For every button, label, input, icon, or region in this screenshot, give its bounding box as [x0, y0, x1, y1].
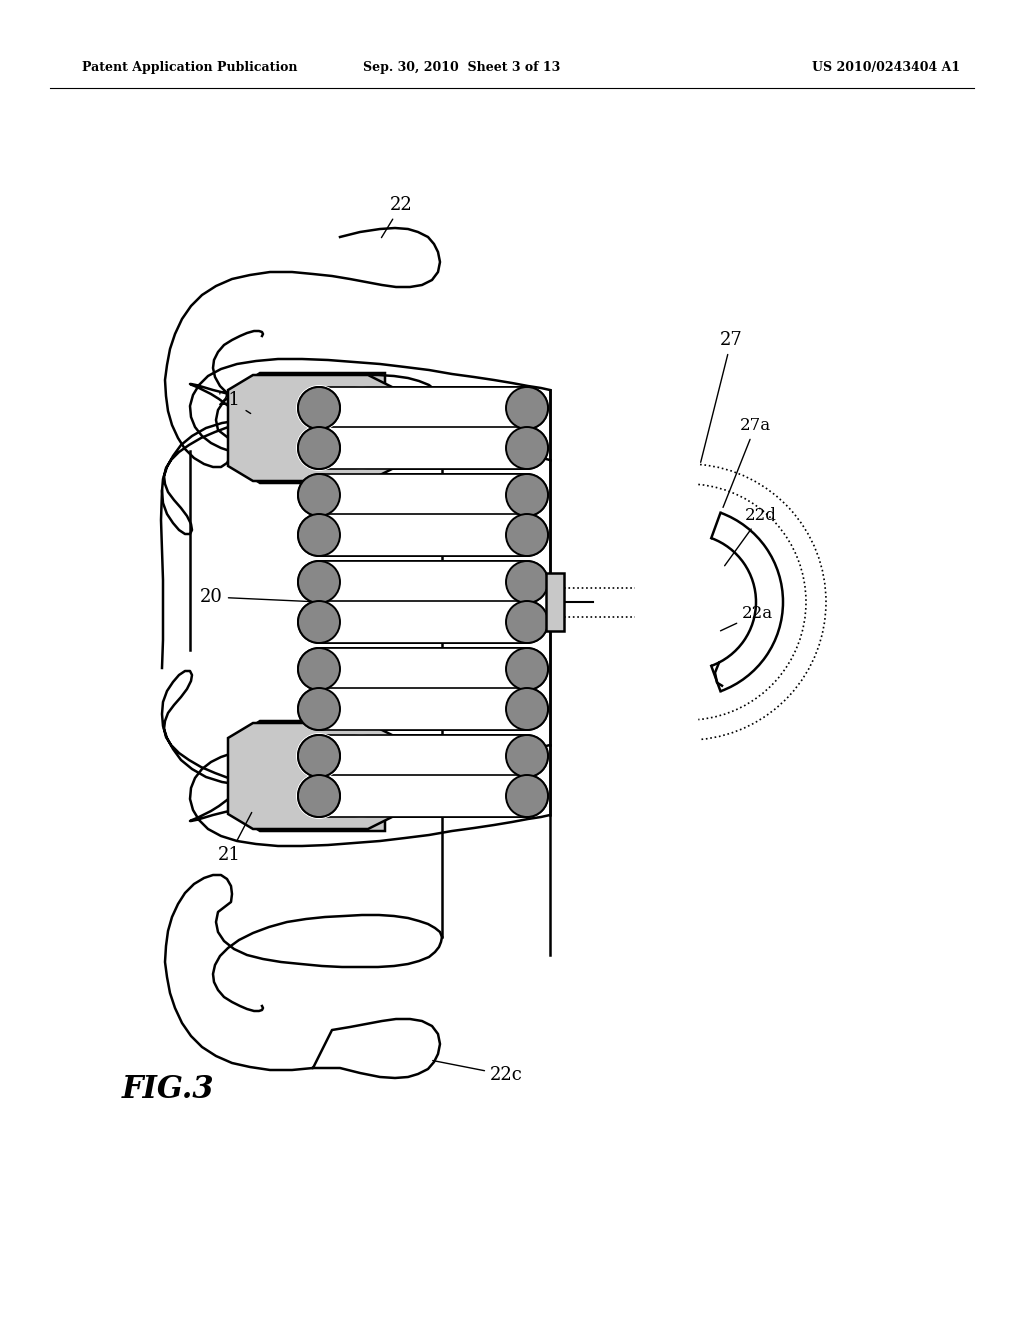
Bar	[319, 513, 527, 556]
Circle shape	[298, 474, 340, 516]
Text: 21: 21	[218, 391, 251, 413]
Text: 27: 27	[700, 331, 742, 462]
Circle shape	[298, 426, 340, 469]
Circle shape	[298, 387, 340, 429]
Circle shape	[339, 385, 383, 430]
Bar	[319, 561, 527, 603]
Circle shape	[298, 387, 340, 429]
Circle shape	[298, 735, 340, 777]
Circle shape	[506, 426, 548, 469]
Circle shape	[506, 648, 548, 690]
Bar	[319, 474, 527, 516]
Text: 20: 20	[200, 587, 317, 606]
Circle shape	[298, 735, 340, 777]
Circle shape	[297, 734, 341, 777]
Circle shape	[298, 775, 340, 817]
Circle shape	[298, 426, 340, 469]
Circle shape	[296, 425, 342, 471]
Circle shape	[298, 648, 340, 690]
Bar	[319, 601, 527, 643]
Bar	[319, 426, 527, 469]
Circle shape	[298, 601, 340, 643]
Bar	[319, 648, 527, 690]
Circle shape	[296, 774, 342, 818]
Circle shape	[506, 688, 548, 730]
Bar	[319, 387, 527, 429]
Text: Patent Application Publication: Patent Application Publication	[82, 62, 298, 74]
Circle shape	[506, 561, 548, 603]
Bar	[319, 735, 527, 777]
Circle shape	[298, 648, 340, 690]
Text: US 2010/0243404 A1: US 2010/0243404 A1	[812, 62, 961, 74]
Circle shape	[506, 513, 548, 556]
Circle shape	[296, 385, 342, 432]
Bar	[319, 735, 527, 777]
Bar	[319, 688, 527, 730]
Circle shape	[296, 733, 342, 779]
Text: 22: 22	[382, 195, 413, 238]
Circle shape	[506, 775, 548, 817]
Circle shape	[506, 561, 548, 603]
Circle shape	[339, 774, 383, 818]
Text: 22a: 22a	[721, 605, 773, 631]
Circle shape	[506, 474, 548, 516]
Circle shape	[298, 688, 340, 730]
Circle shape	[506, 387, 548, 429]
Bar	[546, 573, 564, 631]
Circle shape	[298, 561, 340, 603]
Circle shape	[506, 775, 548, 817]
Circle shape	[298, 775, 340, 817]
Polygon shape	[228, 375, 398, 480]
Circle shape	[298, 735, 340, 777]
Circle shape	[298, 513, 340, 556]
Circle shape	[297, 774, 341, 818]
Circle shape	[506, 426, 548, 469]
Circle shape	[506, 688, 548, 730]
Circle shape	[506, 387, 548, 429]
Polygon shape	[230, 721, 385, 832]
Bar	[319, 775, 527, 817]
Circle shape	[339, 426, 383, 470]
Circle shape	[506, 648, 548, 690]
Bar	[319, 387, 527, 429]
Text: 22d: 22d	[725, 507, 777, 566]
Bar	[319, 601, 527, 643]
Circle shape	[298, 601, 340, 643]
Circle shape	[298, 387, 340, 429]
Circle shape	[506, 474, 548, 516]
Text: Sep. 30, 2010  Sheet 3 of 13: Sep. 30, 2010 Sheet 3 of 13	[364, 62, 560, 74]
Circle shape	[339, 734, 383, 777]
Circle shape	[298, 513, 340, 556]
Circle shape	[298, 688, 340, 730]
Circle shape	[506, 735, 548, 777]
Circle shape	[506, 601, 548, 643]
Bar	[319, 426, 527, 469]
Bar	[319, 474, 527, 516]
Circle shape	[298, 474, 340, 516]
Text: FIG.3: FIG.3	[122, 1074, 214, 1106]
Text: 21: 21	[218, 812, 252, 865]
Circle shape	[506, 513, 548, 556]
Bar	[319, 561, 527, 603]
Circle shape	[298, 426, 340, 469]
Bar	[319, 513, 527, 556]
Circle shape	[298, 561, 340, 603]
Bar	[319, 648, 527, 690]
Circle shape	[297, 426, 341, 470]
Polygon shape	[230, 374, 385, 483]
Text: 22c: 22c	[433, 1060, 523, 1084]
Circle shape	[297, 385, 341, 430]
Circle shape	[506, 735, 548, 777]
Circle shape	[506, 601, 548, 643]
Circle shape	[298, 775, 340, 817]
Bar	[319, 688, 527, 730]
Text: 27a: 27a	[723, 417, 771, 507]
Bar	[319, 775, 527, 817]
Polygon shape	[228, 723, 398, 829]
